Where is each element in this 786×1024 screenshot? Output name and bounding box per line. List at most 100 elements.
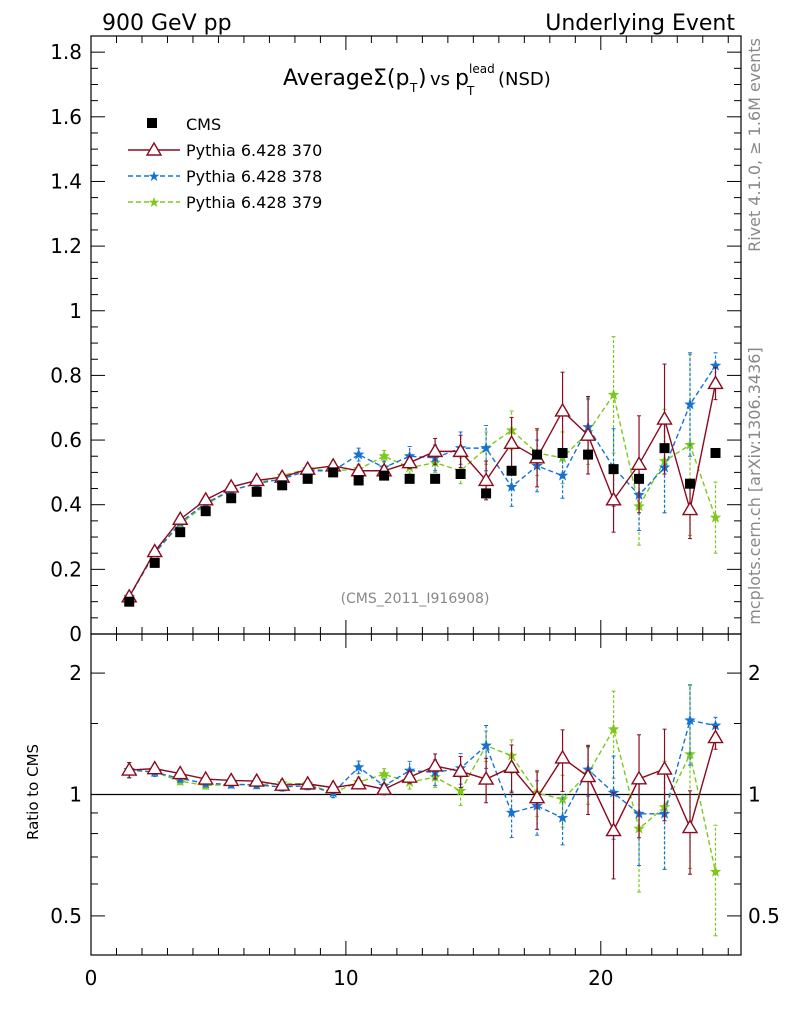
ratio-point-pythia-6-428-370: [197, 770, 214, 785]
legend-marker-378: ★: [148, 169, 161, 185]
data-point-cms: [200, 506, 211, 517]
data-point-cms: [404, 473, 415, 484]
ratio-point-pythia-6-428-378: [709, 719, 722, 731]
data-point-cms: [481, 488, 492, 499]
data-point-pythia-6-428-370: [681, 501, 699, 516]
ratio-point-pythia-6-428-370: [605, 822, 622, 837]
legend-marker-370: [145, 141, 163, 156]
header-right: Underlying Event: [545, 11, 735, 36]
data-point-cms: [251, 486, 262, 497]
data-point-pythia-6-428-370: [248, 472, 265, 487]
data-point-cms: [659, 443, 670, 454]
data-point-cms: [328, 467, 339, 478]
legend: CMS Pythia 6.428 370 ★ Pythia 6.428 378 …: [128, 115, 322, 212]
rivet-label: Rivet 4.1.0, ≥ 1.6M events: [745, 38, 764, 252]
x-tick-label: 0: [85, 966, 98, 990]
data-point-pythia-6-428-370: [579, 426, 597, 441]
ratio-point-pythia-6-428-370: [477, 770, 495, 785]
data-point-cms: [583, 449, 594, 460]
data-point-pythia-6-428-379: [607, 388, 620, 400]
ratio-point-pythia-6-428-370: [579, 768, 597, 783]
data-point-pythia-6-428-378: [709, 359, 722, 371]
y-tick-label: 1.4: [50, 169, 82, 193]
ratio-y-tick-label-right: 2: [748, 661, 761, 685]
data-point-pythia-6-428-370: [452, 442, 469, 458]
data-point-pythia-6-428-378: [480, 442, 492, 453]
data-point-pythia-6-428-370: [477, 472, 495, 487]
data-point-cms: [532, 449, 543, 460]
x-tick-label: 10: [333, 966, 358, 990]
ratio-point-pythia-6-428-370: [350, 775, 367, 790]
ratio-point-pythia-6-428-370: [299, 775, 316, 790]
data-point-pythia-6-428-370: [630, 455, 648, 470]
ratio-point-pythia-6-428-370: [630, 770, 648, 785]
title-p: p: [455, 66, 469, 91]
data-point-pythia-6-428-379: [378, 450, 390, 462]
legend-marker-cms: [147, 118, 157, 128]
ratio-point-pythia-6-428-370: [707, 729, 724, 744]
data-point-cms: [455, 468, 466, 479]
data-point-pythia-6-428-370: [707, 375, 724, 390]
ratio-point-pythia-6-428-370: [401, 768, 418, 783]
data-point-cms: [710, 447, 721, 458]
chart-title: Average Σ(p T ) vs p lead T (NSD): [283, 62, 551, 98]
ratio-point-pythia-6-428-370: [375, 780, 393, 795]
y-tick-label: 1: [69, 299, 82, 323]
legend-label-370: Pythia 6.428 370: [186, 141, 322, 160]
data-point-pythia-6-428-378: [556, 469, 569, 481]
ratio-y-tick-label-right: 1: [748, 783, 761, 807]
data-point-pythia-6-428-378: [505, 480, 518, 492]
dynamic-chart-layer: 0 10 20 0 0.2 0.4 0.6 0.8 1 1.2 1.4 1.6 1.8 0.5 1 2 0.5 1…: [50, 35, 780, 990]
data-point-cms: [353, 475, 364, 486]
data-point-pythia-6-428-370: [426, 442, 444, 458]
data-point-pythia-6-428-370: [401, 454, 418, 469]
legend-marker-379: ★: [148, 195, 161, 211]
ratio-point-pythia-6-428-370: [273, 776, 291, 791]
ratio-point-pythia-6-428-370: [426, 757, 444, 772]
data-point-cms: [149, 557, 160, 568]
ratio-point-pythia-6-428-378: [684, 714, 696, 726]
y-tick-label: 1.6: [50, 105, 82, 129]
data-point-cms: [277, 480, 288, 491]
data-point-pythia-6-428-370: [146, 543, 163, 558]
y-tick-label: 0.6: [50, 428, 82, 452]
data-point-pythia-6-428-379: [709, 511, 722, 523]
ratio-y-tick-label: 0.5: [50, 904, 82, 928]
ratio-point-pythia-6-428-370: [503, 758, 520, 773]
y-tick-label: 0.2: [50, 557, 82, 581]
ratio-point-pythia-6-428-370: [554, 749, 571, 764]
title-sub-t2: T: [466, 84, 475, 98]
ratio-point-pythia-6-428-378: [607, 786, 620, 798]
ratio-point-pythia-6-428-379: [454, 785, 467, 796]
ratio-y-tick-label-right: 0.5: [748, 904, 780, 928]
ratio-point-pythia-6-428-370: [656, 760, 673, 775]
title-sub-t: T: [409, 81, 418, 95]
data-point-pythia-6-428-370: [222, 478, 240, 493]
ratio-point-pythia-6-428-370: [146, 760, 163, 775]
ratio-point-pythia-6-428-378: [480, 739, 492, 751]
series-line-pythia-6-428-379: [128, 393, 717, 598]
data-point-pythia-6-428-378: [352, 448, 365, 460]
data-point-cms: [557, 447, 568, 458]
legend-label-378: Pythia 6.428 378: [186, 167, 322, 186]
title-sup-lead: lead: [469, 62, 495, 76]
data-point-cms: [226, 493, 237, 504]
data-point-pythia-6-428-370: [554, 402, 571, 417]
ratio-y-tick-label: 1: [69, 783, 82, 807]
data-point-cms: [634, 473, 645, 484]
title-suffix: (NSD): [498, 69, 551, 90]
data-point-cms: [124, 596, 135, 607]
title-close: ): [418, 66, 427, 91]
ratio-point-pythia-6-428-370: [171, 765, 189, 780]
y-tick-label: 0.4: [50, 493, 82, 517]
title-vs: vs: [430, 69, 450, 90]
y-tick-label: 1.8: [50, 40, 82, 64]
analysis-watermark: (CMS_2011_I916908): [341, 591, 490, 607]
ratio-y-tick-label: 2: [69, 661, 82, 685]
data-point-pythia-6-428-370: [171, 510, 189, 525]
data-point-pythia-6-428-378: [684, 398, 696, 410]
ratio-ylabel: Ratio to CMS: [24, 744, 42, 840]
data-point-cms: [685, 478, 696, 489]
mcplots-label: mcplots.cern.ch [arXiv:1306.3436]: [745, 347, 764, 624]
ratio-point-pythia-6-428-378: [352, 761, 365, 773]
